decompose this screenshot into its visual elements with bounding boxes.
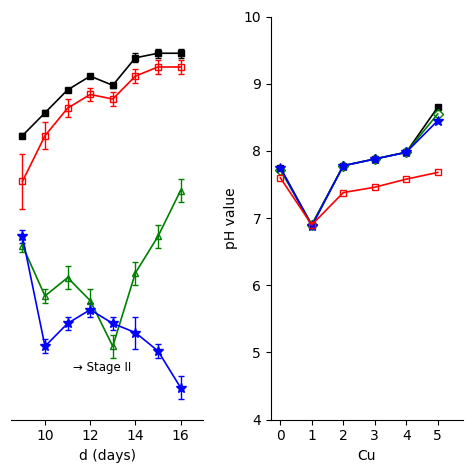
Text: → Stage II: → Stage II [73,361,131,374]
Y-axis label: pH value: pH value [224,187,238,249]
X-axis label: d (days): d (days) [79,449,136,463]
X-axis label: Cu: Cu [357,449,376,463]
